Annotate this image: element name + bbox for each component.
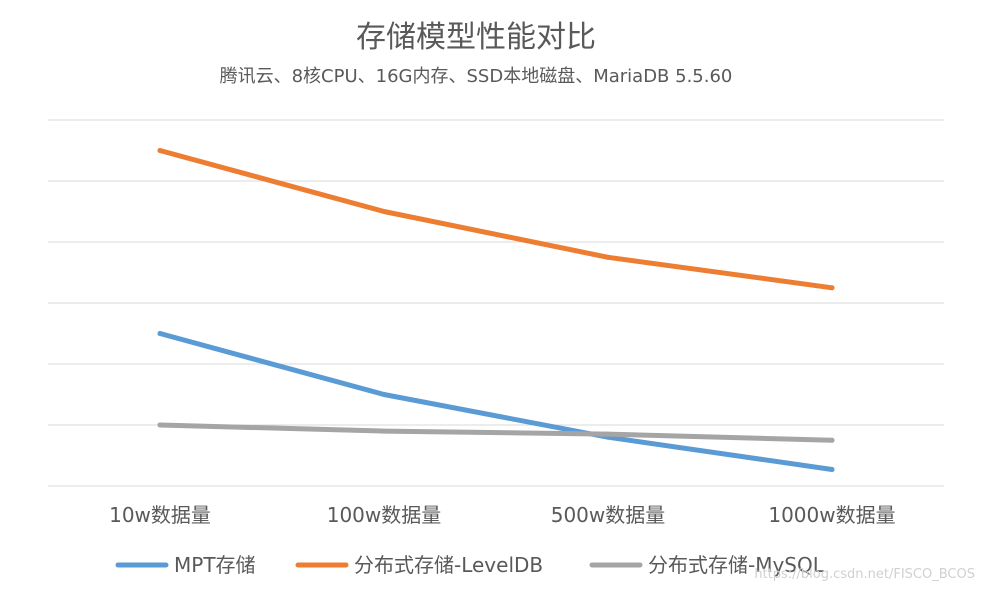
series-line	[157, 148, 835, 291]
x-tick-label: 100w数据量	[327, 503, 442, 527]
legend-label: MPT存储	[174, 553, 256, 577]
series-line	[157, 422, 835, 443]
data-point	[381, 428, 387, 434]
data-point	[157, 148, 163, 153]
series-lines	[157, 148, 835, 473]
data-point	[157, 422, 163, 428]
legend-label: 分布式存储-MySQL	[648, 553, 825, 577]
data-point	[605, 254, 611, 260]
data-point	[829, 437, 835, 443]
legend-label: 分布式存储-LevelDB	[354, 553, 543, 577]
data-point	[381, 392, 387, 397]
data-point	[829, 285, 835, 291]
series-line	[157, 331, 835, 472]
x-tick-label: 1000w数据量	[768, 503, 895, 527]
data-point	[381, 209, 387, 214]
chart-title: 存储模型性能对比	[356, 20, 596, 55]
x-tick-label: 500w数据量	[551, 503, 666, 527]
x-tick-label: 10w数据量	[109, 503, 211, 527]
x-axis-tick-labels: 10w数据量 100w数据量 500w数据量 1000w数据量	[109, 503, 896, 527]
chart-subtitle: 腾讯云、8核CPU、16G内存、SSD本地磁盘、MariaDB 5.5.60	[220, 66, 733, 87]
data-point	[157, 331, 163, 336]
data-point	[829, 467, 835, 473]
data-point	[605, 431, 611, 437]
legend: MPT存储 分布式存储-LevelDB 分布式存储-MySQL	[115, 553, 825, 577]
watermark: https://blog.csdn.net/FISCO_BCOS	[754, 567, 975, 582]
